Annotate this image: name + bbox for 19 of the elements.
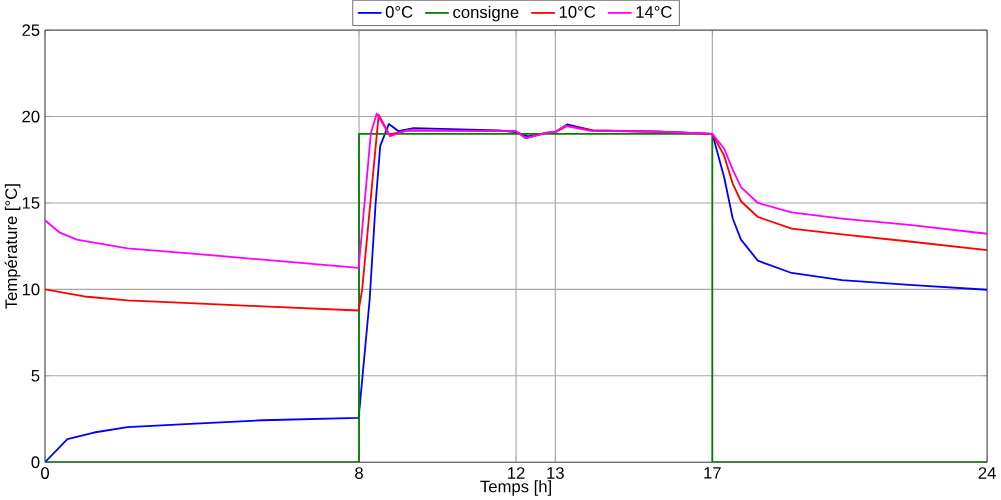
- legend-label: 0°C: [385, 5, 413, 18]
- y-tick-label: 20: [22, 110, 40, 123]
- line-series: [45, 112, 988, 269]
- y-axis-title: Température [°C]: [4, 184, 21, 309]
- legend-label: 14°C: [636, 5, 672, 18]
- x-tick-label: 8: [355, 467, 363, 479]
- legend-label: 10°C: [559, 5, 596, 18]
- x-tick-label: 12: [508, 467, 525, 479]
- y-tick-label: 5: [31, 369, 40, 382]
- legend-label: consigne: [453, 5, 519, 22]
- y-tick-label: 25: [22, 24, 40, 36]
- x-tick-label: 13: [547, 467, 564, 479]
- y-tick-label: 15: [22, 197, 40, 209]
- x-axis-title: Temps [h]: [480, 480, 551, 496]
- x-tick-label: 24: [978, 467, 996, 479]
- y-tick-label: 0: [31, 456, 40, 468]
- x-tick-label: 17: [704, 467, 721, 479]
- y-tick-label: 10: [22, 283, 40, 296]
- x-tick-label: 0: [41, 467, 49, 479]
